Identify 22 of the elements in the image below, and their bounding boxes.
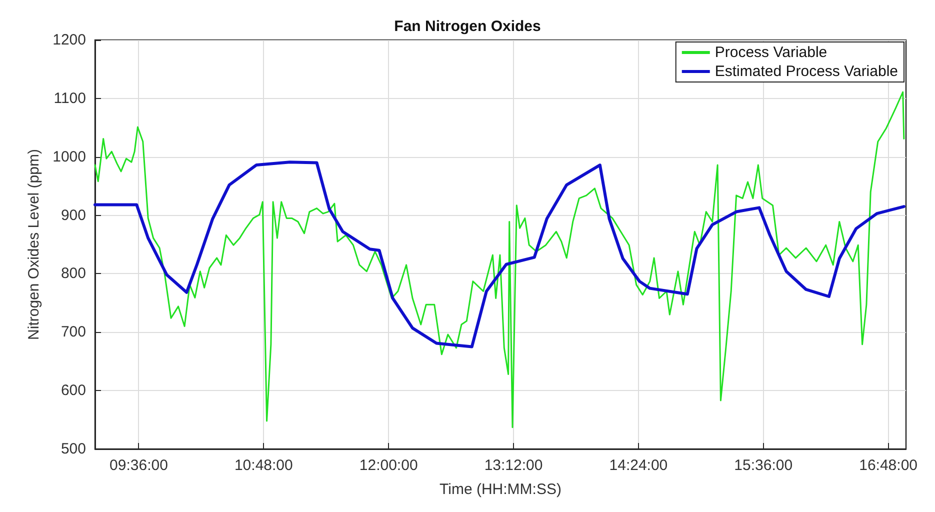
x-tick-label: 12:00:00 xyxy=(359,457,418,474)
line-series xyxy=(94,91,905,428)
x-tick-label: 15:36:00 xyxy=(734,457,793,474)
line-series xyxy=(94,160,906,348)
y-axis-title: Nitrogen Oxides Level (ppm) xyxy=(26,149,43,340)
y-tick-label: 700 xyxy=(60,324,86,341)
x-tick-label: 14:24:00 xyxy=(609,457,668,474)
x-tick-label: 16:48:00 xyxy=(859,457,918,474)
y-tick-label: 900 xyxy=(60,206,86,224)
x-tick-label: 10:48:00 xyxy=(234,457,293,474)
x-tick-label: 13:12:00 xyxy=(484,457,543,474)
legend-label: Estimated Process Variable xyxy=(714,63,898,80)
y-tick-label: 600 xyxy=(60,382,86,400)
legend-label: Process Variable xyxy=(714,44,828,61)
x-axis-title: Time (HH:MM:SS) xyxy=(440,481,562,498)
y-tick-label: 1000 xyxy=(52,148,86,166)
y-tick-label: 500 xyxy=(60,440,86,458)
chart-title: Fan Nitrogen Oxides xyxy=(394,18,541,35)
y-tick-label: 1200 xyxy=(52,32,86,48)
x-tick-label: 09:36:00 xyxy=(110,457,168,474)
y-tick-label: 800 xyxy=(60,265,86,282)
y-tick-label: 1100 xyxy=(54,90,86,107)
